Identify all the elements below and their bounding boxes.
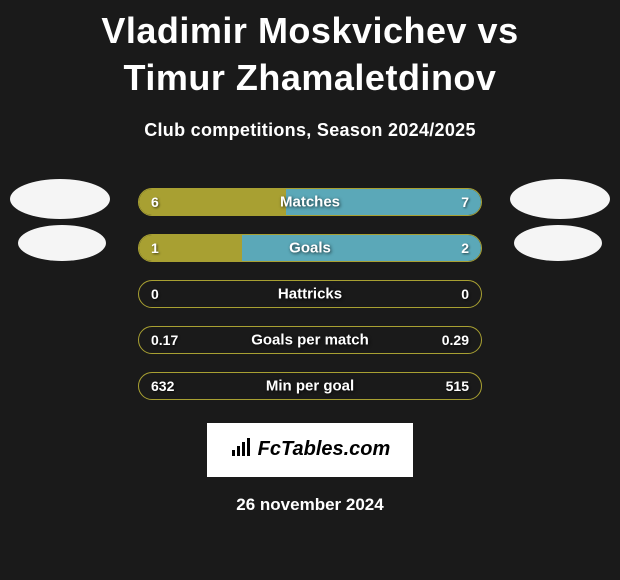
stat-value-right: 515 [446, 378, 469, 394]
stat-row: 6 7 Matches [0, 179, 620, 225]
stat-value-left: 1 [151, 240, 159, 256]
subtitle: Club competitions, Season 2024/2025 [0, 120, 620, 141]
stat-value-right: 0.29 [442, 332, 469, 348]
stat-row: 0.17 0.29 Goals per match [0, 317, 620, 363]
stat-value-right: 0 [461, 286, 469, 302]
stat-label: Goals [289, 239, 331, 256]
stat-label: Hattricks [278, 285, 342, 302]
stat-value-right: 7 [461, 194, 469, 210]
stat-label: Min per goal [266, 377, 354, 394]
site-logo[interactable]: FcTables.com [207, 423, 413, 477]
stat-row: 1 2 Goals [0, 225, 620, 271]
stats-area: 6 7 Matches 1 2 Goals 0 0 Hattricks 0.17 0.29 Goals… [0, 179, 620, 409]
stat-label: Goals per match [251, 331, 369, 348]
logo-text: FcTables.com [258, 438, 391, 461]
stat-bar-left [139, 189, 286, 215]
bar-chart-icon [230, 436, 252, 463]
page-title: Vladimir Moskvichev vs Timur Zhamaletdin… [0, 8, 620, 102]
stat-bar: 0.17 0.29 Goals per match [138, 326, 482, 354]
date-line: 26 november 2024 [0, 495, 620, 515]
stat-label: Matches [280, 193, 340, 210]
stat-value-left: 6 [151, 194, 159, 210]
stat-bar: 6 7 Matches [138, 188, 482, 216]
stat-bar: 1 2 Goals [138, 234, 482, 262]
stat-value-right: 2 [461, 240, 469, 256]
stat-bar: 632 515 Min per goal [138, 372, 482, 400]
stat-value-left: 632 [151, 378, 174, 394]
stat-value-left: 0.17 [151, 332, 178, 348]
stat-bar: 0 0 Hattricks [138, 280, 482, 308]
stat-bar-right [242, 235, 481, 261]
stat-row: 632 515 Min per goal [0, 363, 620, 409]
stat-value-left: 0 [151, 286, 159, 302]
stat-row: 0 0 Hattricks [0, 271, 620, 317]
comparison-card: Vladimir Moskvichev vs Timur Zhamaletdin… [0, 0, 620, 580]
